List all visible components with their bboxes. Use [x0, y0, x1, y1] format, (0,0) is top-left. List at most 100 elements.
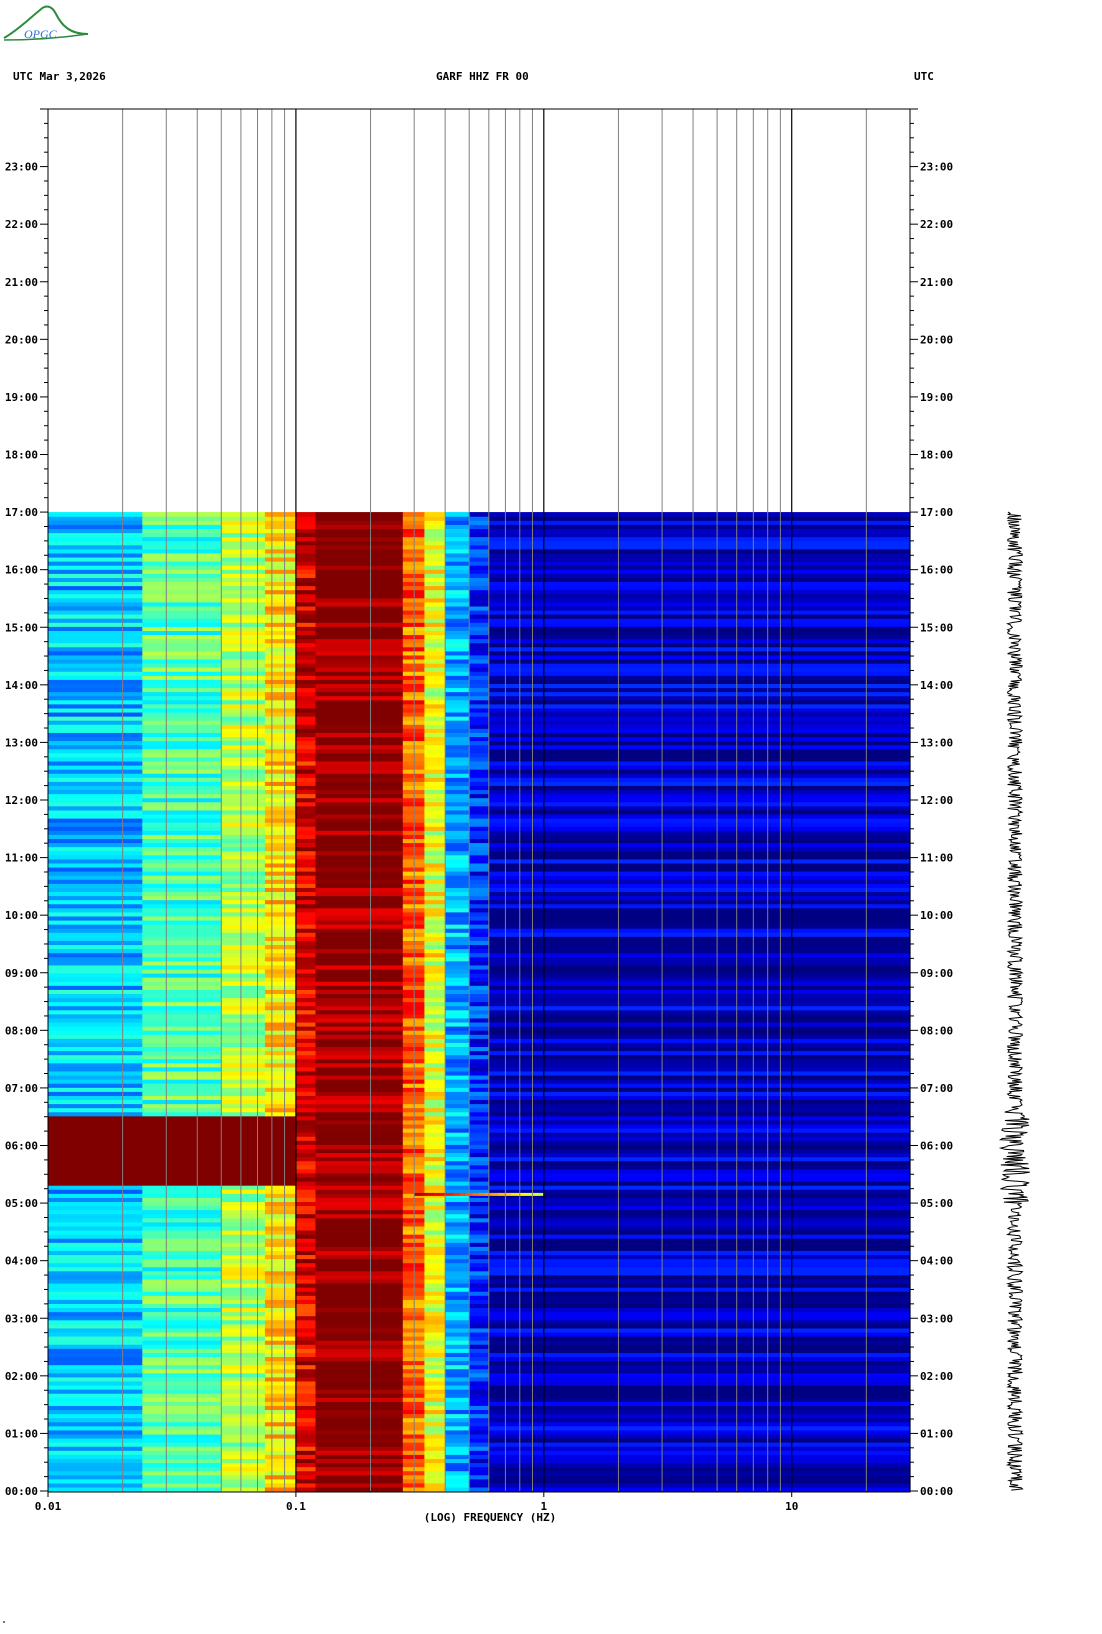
heatmap-cell — [469, 760, 490, 766]
heatmap-cell — [264, 720, 297, 725]
heatmap-cell — [445, 862, 470, 868]
heatmap-cell — [264, 842, 297, 848]
heatmap-cell — [469, 711, 490, 717]
heatmap-cell — [469, 1050, 490, 1056]
heatmap-cell — [142, 565, 222, 570]
heatmap-cell — [48, 1311, 143, 1317]
heatmap-cell — [445, 968, 470, 974]
heatmap-cell — [469, 846, 490, 852]
heatmap-cell — [48, 532, 143, 538]
heatmap-cell — [142, 1123, 222, 1129]
heatmap-cell — [142, 887, 222, 893]
heatmap-cell — [221, 561, 266, 566]
heatmap-cell — [264, 1401, 297, 1406]
heatmap-cell — [488, 1115, 911, 1121]
heatmap-cell — [48, 968, 143, 974]
heatmap-cell — [488, 830, 911, 835]
heatmap-cell — [264, 695, 297, 701]
heatmap-cell — [424, 667, 446, 672]
heatmap-cell — [295, 838, 317, 844]
heatmap-cell — [424, 585, 446, 591]
heatmap-cell — [315, 589, 404, 595]
heatmap-cell — [295, 1119, 317, 1125]
heatmap-cell — [264, 1270, 297, 1276]
heatmap-cell — [221, 1262, 266, 1268]
heatmap-cell — [315, 1389, 404, 1394]
heatmap-cell — [142, 1250, 222, 1256]
heatmap-cell — [48, 1148, 143, 1154]
heatmap-cell — [48, 1164, 143, 1170]
heatmap-cell — [424, 887, 446, 893]
heatmap-cell — [48, 801, 143, 807]
heatmap-cell — [295, 899, 317, 905]
heatmap-cell — [295, 1397, 317, 1402]
heatmap-cell — [295, 1181, 317, 1186]
heatmap-cell — [142, 952, 222, 958]
heatmap-cell — [264, 1148, 297, 1154]
heatmap-cell — [221, 1229, 266, 1235]
heatmap-cell — [295, 1393, 317, 1398]
heatmap-cell — [295, 1425, 317, 1431]
heatmap-cell — [315, 1026, 404, 1031]
heatmap-cell — [221, 663, 266, 668]
heatmap-cell — [469, 1470, 490, 1476]
heatmap-cell — [142, 850, 222, 856]
heatmap-cell — [424, 658, 446, 664]
heatmap-cell — [295, 993, 317, 999]
heatmap-cell — [424, 512, 446, 517]
heatmap-cell — [424, 1458, 446, 1464]
heatmap-cell — [264, 646, 297, 652]
heatmap-cell — [424, 1017, 446, 1023]
heatmap-cell — [424, 928, 446, 933]
heatmap-cell — [142, 1091, 222, 1096]
heatmap-cell — [221, 1417, 266, 1423]
heatmap-cell — [48, 985, 143, 990]
heatmap-cell — [142, 720, 222, 725]
heatmap-cell — [488, 817, 911, 823]
heatmap-cell — [264, 997, 297, 1003]
heatmap-cell — [315, 716, 404, 721]
heatmap-cell — [48, 1136, 143, 1141]
heatmap-cell — [315, 1001, 404, 1007]
heatmap-cell — [221, 544, 266, 550]
heatmap-cell — [295, 1083, 317, 1088]
heatmap-cell — [424, 1368, 446, 1374]
heatmap-cell — [424, 1058, 446, 1064]
heatmap-cell — [221, 1270, 266, 1276]
heatmap-cell — [48, 895, 143, 901]
heatmap-cell — [264, 1205, 297, 1211]
heatmap-cell — [488, 1384, 911, 1390]
heatmap-cell — [315, 1095, 404, 1101]
heatmap-cell — [221, 817, 266, 823]
heatmap-cell — [264, 687, 297, 693]
heatmap-cell — [424, 1062, 446, 1068]
heatmap-cell — [469, 1319, 490, 1325]
heatmap-cell — [469, 552, 490, 558]
heatmap-cell — [221, 1246, 266, 1251]
heatmap-cell — [221, 1144, 266, 1149]
heatmap-cell — [315, 536, 404, 542]
heatmap-cell — [221, 1478, 266, 1484]
heatmap-cell — [469, 540, 490, 546]
heatmap-cell — [295, 524, 317, 529]
heatmap-cell — [264, 1189, 297, 1194]
heatmap-cell — [469, 512, 490, 517]
event-marker — [414, 1192, 422, 1196]
heatmap-cell — [221, 1421, 266, 1427]
heatmap-cell — [48, 1327, 143, 1333]
heatmap-cell — [295, 516, 317, 521]
heatmap-cell — [445, 899, 470, 905]
heatmap-cell — [315, 1344, 404, 1349]
heatmap-cell — [48, 846, 143, 852]
heatmap-cell — [221, 1454, 266, 1459]
heatmap-cell — [315, 956, 404, 962]
heatmap-cell — [48, 552, 143, 558]
heatmap-cell — [424, 740, 446, 746]
heatmap-cell — [142, 699, 222, 705]
heatmap-cell — [221, 1038, 266, 1043]
heatmap-cell — [445, 1344, 470, 1349]
heatmap-cell — [424, 711, 446, 717]
heatmap-cell — [142, 1270, 222, 1276]
heatmap-cell — [221, 1103, 266, 1109]
heatmap-cell — [445, 1413, 470, 1419]
